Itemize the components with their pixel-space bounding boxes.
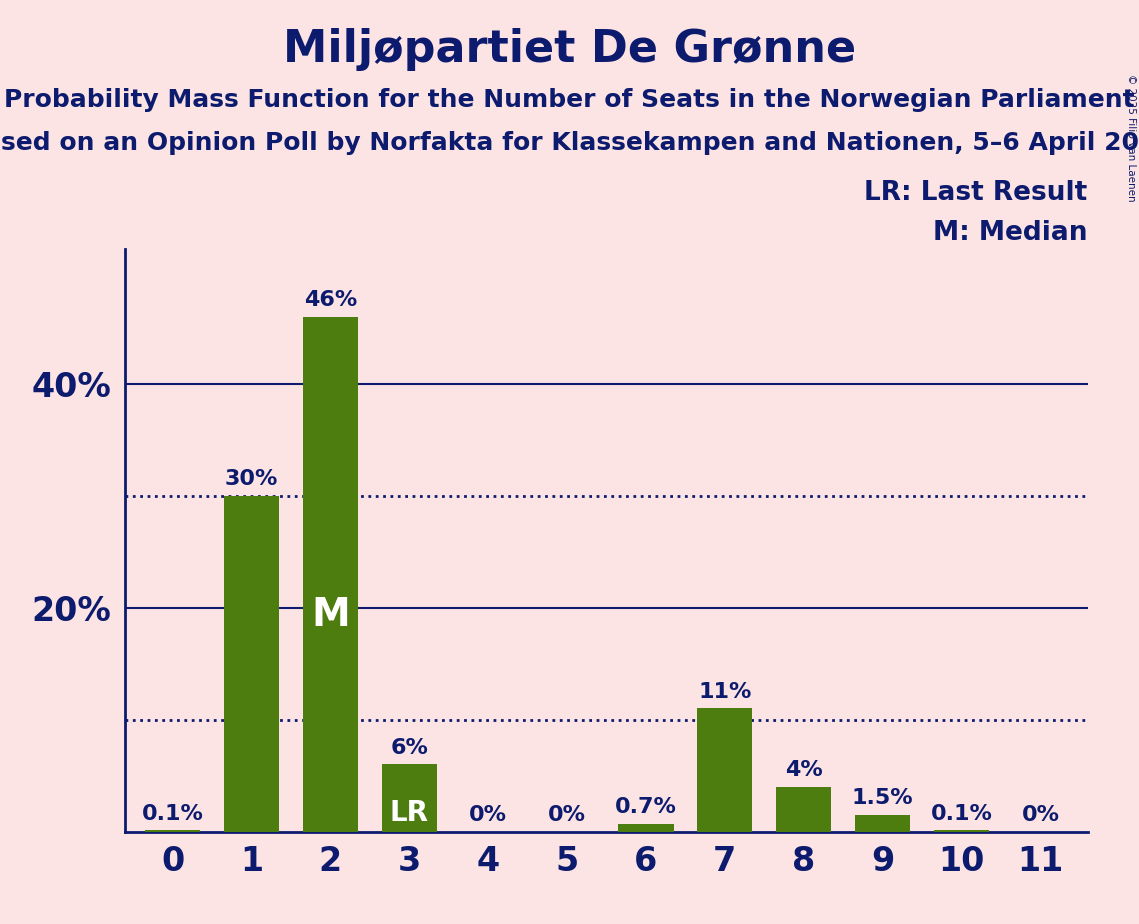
Text: 6%: 6% bbox=[391, 737, 428, 758]
Bar bbox=[303, 317, 358, 832]
Text: 0%: 0% bbox=[1022, 805, 1059, 825]
Bar bbox=[776, 787, 831, 832]
Text: 1.5%: 1.5% bbox=[852, 788, 913, 808]
Text: 30%: 30% bbox=[224, 469, 278, 489]
Text: M: M bbox=[311, 596, 350, 634]
Text: 0.7%: 0.7% bbox=[615, 797, 677, 817]
Text: 0.1%: 0.1% bbox=[931, 804, 992, 824]
Bar bbox=[934, 831, 989, 832]
Bar bbox=[855, 815, 910, 832]
Text: 0.1%: 0.1% bbox=[141, 804, 204, 824]
Text: 4%: 4% bbox=[785, 760, 822, 780]
Text: 46%: 46% bbox=[304, 290, 357, 310]
Text: Miljøpartiet De Grønne: Miljøpartiet De Grønne bbox=[282, 28, 857, 71]
Text: 0%: 0% bbox=[548, 805, 587, 825]
Text: 0%: 0% bbox=[469, 805, 507, 825]
Text: Probability Mass Function for the Number of Seats in the Norwegian Parliament: Probability Mass Function for the Number… bbox=[5, 88, 1134, 112]
Bar bbox=[618, 824, 673, 832]
Text: LR: Last Result: LR: Last Result bbox=[865, 180, 1088, 206]
Bar bbox=[145, 831, 200, 832]
Text: Based on an Opinion Poll by Norfakta for Klassekampen and Nationen, 5–6 April 20: Based on an Opinion Poll by Norfakta for… bbox=[0, 131, 1139, 155]
Text: LR: LR bbox=[390, 798, 428, 827]
Text: 11%: 11% bbox=[698, 682, 752, 701]
Bar bbox=[697, 709, 753, 832]
Text: © 2025 Filip van Laenen: © 2025 Filip van Laenen bbox=[1126, 74, 1136, 201]
Bar bbox=[224, 496, 279, 832]
Text: M: Median: M: Median bbox=[933, 220, 1088, 246]
Bar bbox=[382, 764, 437, 832]
